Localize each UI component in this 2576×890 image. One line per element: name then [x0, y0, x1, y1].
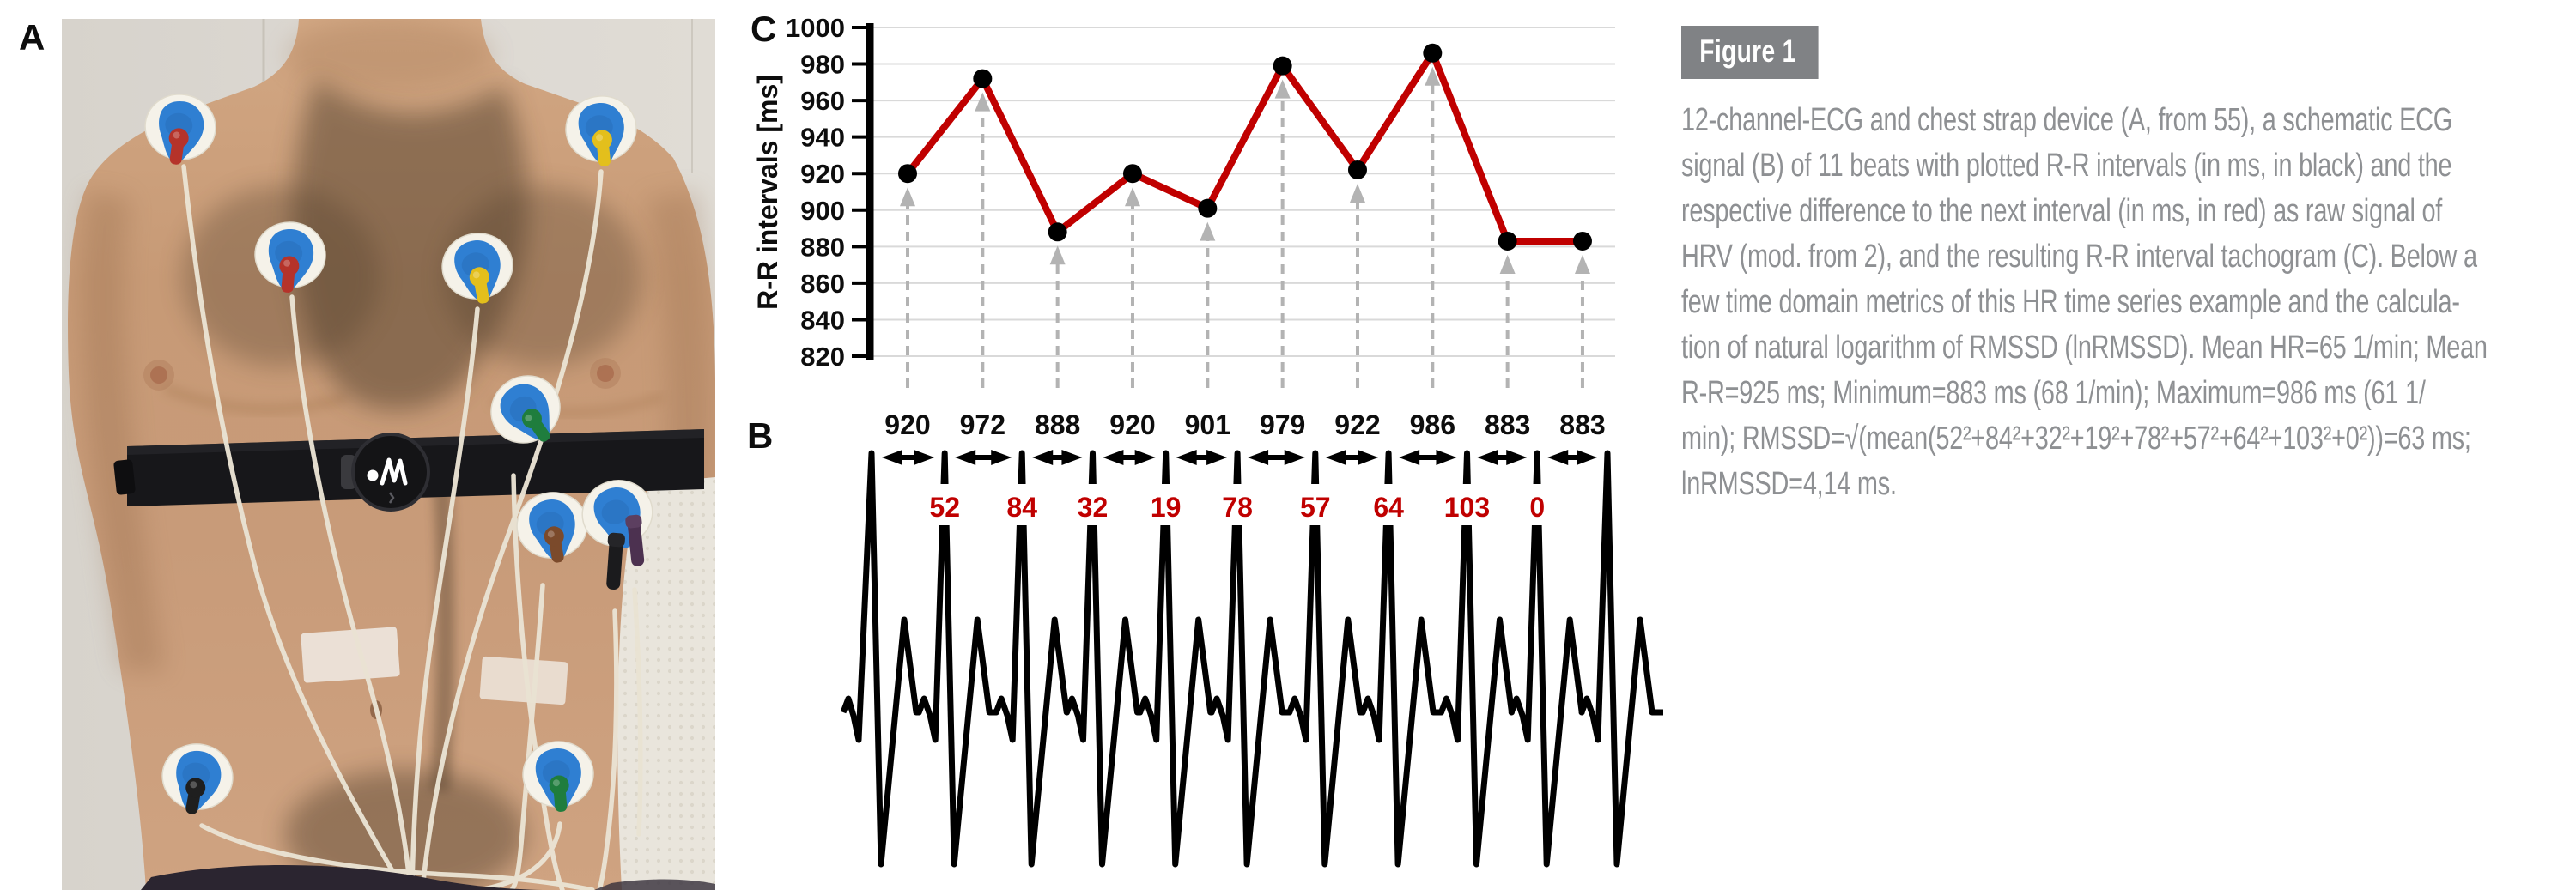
electrode-mid-left-red [254, 221, 326, 293]
purple-lead-plug [625, 514, 645, 566]
snap-connector-green [549, 775, 569, 812]
svg-text:52: 52 [929, 492, 960, 523]
hr-sensor-device [341, 433, 430, 512]
svg-text:103: 103 [1444, 492, 1490, 523]
svg-text:922: 922 [1334, 409, 1380, 440]
y-axis: 820 840 860 880 900 920 940 960 980 1000 R-R inter… [752, 13, 874, 372]
svg-text:920: 920 [1109, 409, 1155, 440]
panel-a-label: A [19, 17, 46, 58]
figure-caption-text: 12-channel-ECG and chest strap device (A… [1681, 102, 2488, 502]
snap-connector-brown [544, 526, 564, 563]
svg-text:880: 880 [800, 232, 845, 262]
loose-lead-plugs [606, 514, 645, 590]
electrode-upper-right-yellow [565, 95, 637, 166]
snap-connector-green [521, 409, 550, 442]
skin-details [143, 358, 621, 719]
svg-text:860: 860 [800, 269, 845, 299]
tape-strips [301, 627, 568, 705]
chest-hair [182, 79, 641, 890]
svg-text:64: 64 [1373, 492, 1404, 523]
ecg-wires [181, 164, 643, 890]
waistband [141, 864, 715, 890]
svg-text:888: 888 [1035, 409, 1080, 440]
svg-text:883: 883 [1559, 409, 1605, 440]
svg-text:940: 940 [800, 123, 845, 153]
y-axis-title: R-R intervals [ms] [752, 75, 783, 310]
svg-text:900: 900 [800, 196, 845, 226]
black-lead-plug [606, 532, 625, 590]
electrode-lower-right-green [522, 741, 594, 812]
ecg-waveform [840, 450, 1663, 868]
connector-arrows [900, 66, 1590, 388]
svg-text:84: 84 [1006, 492, 1037, 523]
tachogram-chart: 820 840 860 880 900 920 940 960 980 1000 R-R inter… [752, 13, 1615, 440]
svg-text:19: 19 [1151, 492, 1182, 523]
svg-text:1000: 1000 [786, 13, 845, 43]
electrode-mid-right-yellow [441, 233, 513, 304]
panel-c-label: C [750, 9, 778, 49]
svg-text:32: 32 [1078, 492, 1109, 523]
interval-labels: 920 972 888 920 901 979 922 986 883 883 [884, 409, 1605, 440]
electrode-right-chest-green [490, 375, 561, 444]
svg-text:920: 920 [800, 159, 845, 189]
rr-series [898, 43, 1592, 251]
panel-b-label: B [747, 415, 775, 456]
svg-text:820: 820 [800, 342, 845, 372]
svg-text:986: 986 [1410, 409, 1455, 440]
figure-caption: Figure 1 12-channel-ECG and chest strap … [1681, 26, 2555, 507]
electrode-lower-left-black [161, 743, 234, 814]
electrode-upper-left-red [144, 94, 216, 165]
figure-caption-badge: Figure 1 [1681, 26, 1819, 79]
snap-connector-red [168, 128, 189, 165]
svg-text:901: 901 [1185, 409, 1230, 440]
svg-text:980: 980 [800, 50, 845, 80]
svg-text:972: 972 [960, 409, 1005, 440]
electrode-right-flank-brown [516, 492, 588, 563]
svg-text:0: 0 [1529, 492, 1545, 523]
ecg-schematic: 52 84 32 19 78 57 64 103 0 [840, 450, 1663, 868]
svg-text:840: 840 [800, 305, 845, 335]
snap-connector-black [185, 778, 206, 814]
svg-text:920: 920 [884, 409, 930, 440]
gridlines [872, 27, 1615, 357]
svg-text:57: 57 [1300, 492, 1331, 523]
device-logo-icon [367, 457, 408, 504]
svg-text:883: 883 [1485, 409, 1530, 440]
torso-photo [62, 19, 715, 890]
rr-interval-arrows [882, 450, 1597, 465]
svg-text:960: 960 [800, 86, 845, 116]
electrodes [144, 94, 653, 814]
snap-connector-yellow [592, 130, 612, 166]
spike-gaps [930, 484, 1554, 525]
snap-connector-red [279, 256, 300, 293]
difference-labels: 52 84 32 19 78 57 64 103 0 [929, 492, 1545, 523]
svg-text:979: 979 [1260, 409, 1305, 440]
snap-connector-yellow [469, 267, 489, 304]
svg-text:78: 78 [1222, 492, 1253, 523]
